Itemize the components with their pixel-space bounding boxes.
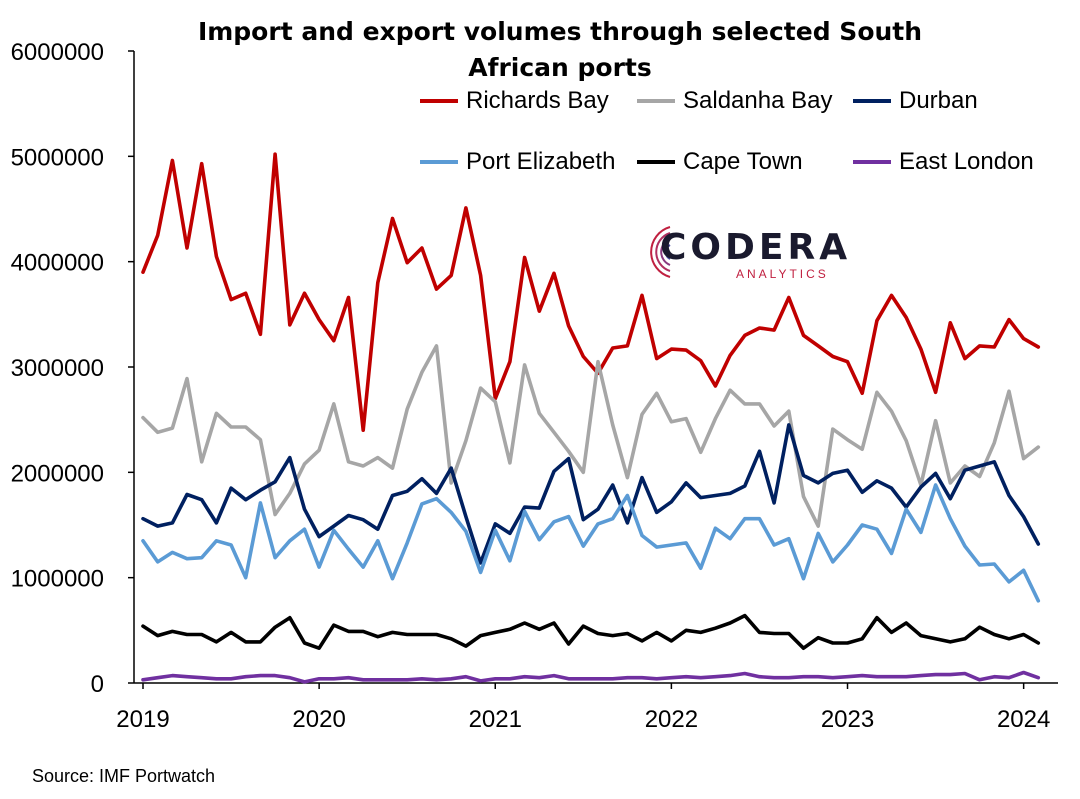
legend-swatch-saldanha-bay bbox=[637, 99, 675, 103]
y-tick-label: 4000000 bbox=[11, 250, 104, 277]
y-tick-label: 0 bbox=[91, 671, 104, 698]
codera-logo: CODERA ANALYTICS bbox=[640, 217, 850, 287]
series-line-richards-bay bbox=[141, 152, 1041, 433]
series-line-saldanha-bay bbox=[141, 344, 1041, 528]
logo-wordmark: CODERA bbox=[660, 227, 852, 268]
chart-title: Import and export volumes through select… bbox=[197, 17, 923, 82]
series-line-east-london bbox=[141, 670, 1041, 684]
x-tick-label: 2022 bbox=[645, 706, 698, 733]
legend-swatch-port-elizabeth bbox=[420, 160, 458, 164]
legend-label-saldanha-bay: Saldanha Bay bbox=[683, 87, 833, 114]
legend-label-port-elizabeth: Port Elizabeth bbox=[466, 148, 616, 175]
y-tick-label: 6000000 bbox=[11, 39, 104, 66]
x-tick-label: 2021 bbox=[469, 706, 522, 733]
legend-item-durban: Durban bbox=[853, 87, 978, 115]
x-tick-label: 2019 bbox=[116, 706, 169, 733]
source-note: Source: IMF Portwatch bbox=[32, 766, 216, 786]
legend-swatch-richards-bay bbox=[420, 99, 458, 103]
y-tick-label: 3000000 bbox=[11, 355, 104, 382]
logo-subtitle: ANALYTICS bbox=[736, 267, 829, 281]
x-tick-label: 2023 bbox=[821, 706, 874, 733]
legend-item-cape-town: Cape Town bbox=[637, 148, 803, 176]
x-tick-label: 2024 bbox=[997, 706, 1050, 733]
series-line-port-elizabeth bbox=[141, 483, 1041, 603]
legend-item-saldanha-bay: Saldanha Bay bbox=[637, 87, 832, 115]
legend-label-durban: Durban bbox=[899, 87, 978, 114]
y-tick-label: 1000000 bbox=[11, 566, 104, 593]
legend-swatch-cape-town bbox=[637, 160, 675, 164]
legend-swatch-east-london bbox=[853, 160, 891, 164]
legend-label-cape-town: Cape Town bbox=[683, 148, 803, 175]
y-tick-label: 2000000 bbox=[11, 460, 104, 487]
legend-label-richards-bay: Richards Bay bbox=[466, 87, 609, 114]
legend-label-east-london: East London bbox=[899, 148, 1034, 175]
series-line-cape-town bbox=[141, 613, 1041, 651]
y-tick-label: 5000000 bbox=[11, 144, 104, 171]
legend-item-richards-bay: Richards Bay bbox=[420, 87, 609, 115]
codera-logo-mark-icon bbox=[650, 226, 671, 278]
legend-item-east-london: East London bbox=[853, 148, 1034, 176]
series-line-durban bbox=[141, 423, 1041, 565]
legend-item-port-elizabeth: Port Elizabeth bbox=[420, 148, 615, 176]
x-tick-label: 2020 bbox=[292, 706, 345, 733]
legend-swatch-durban bbox=[853, 99, 891, 103]
